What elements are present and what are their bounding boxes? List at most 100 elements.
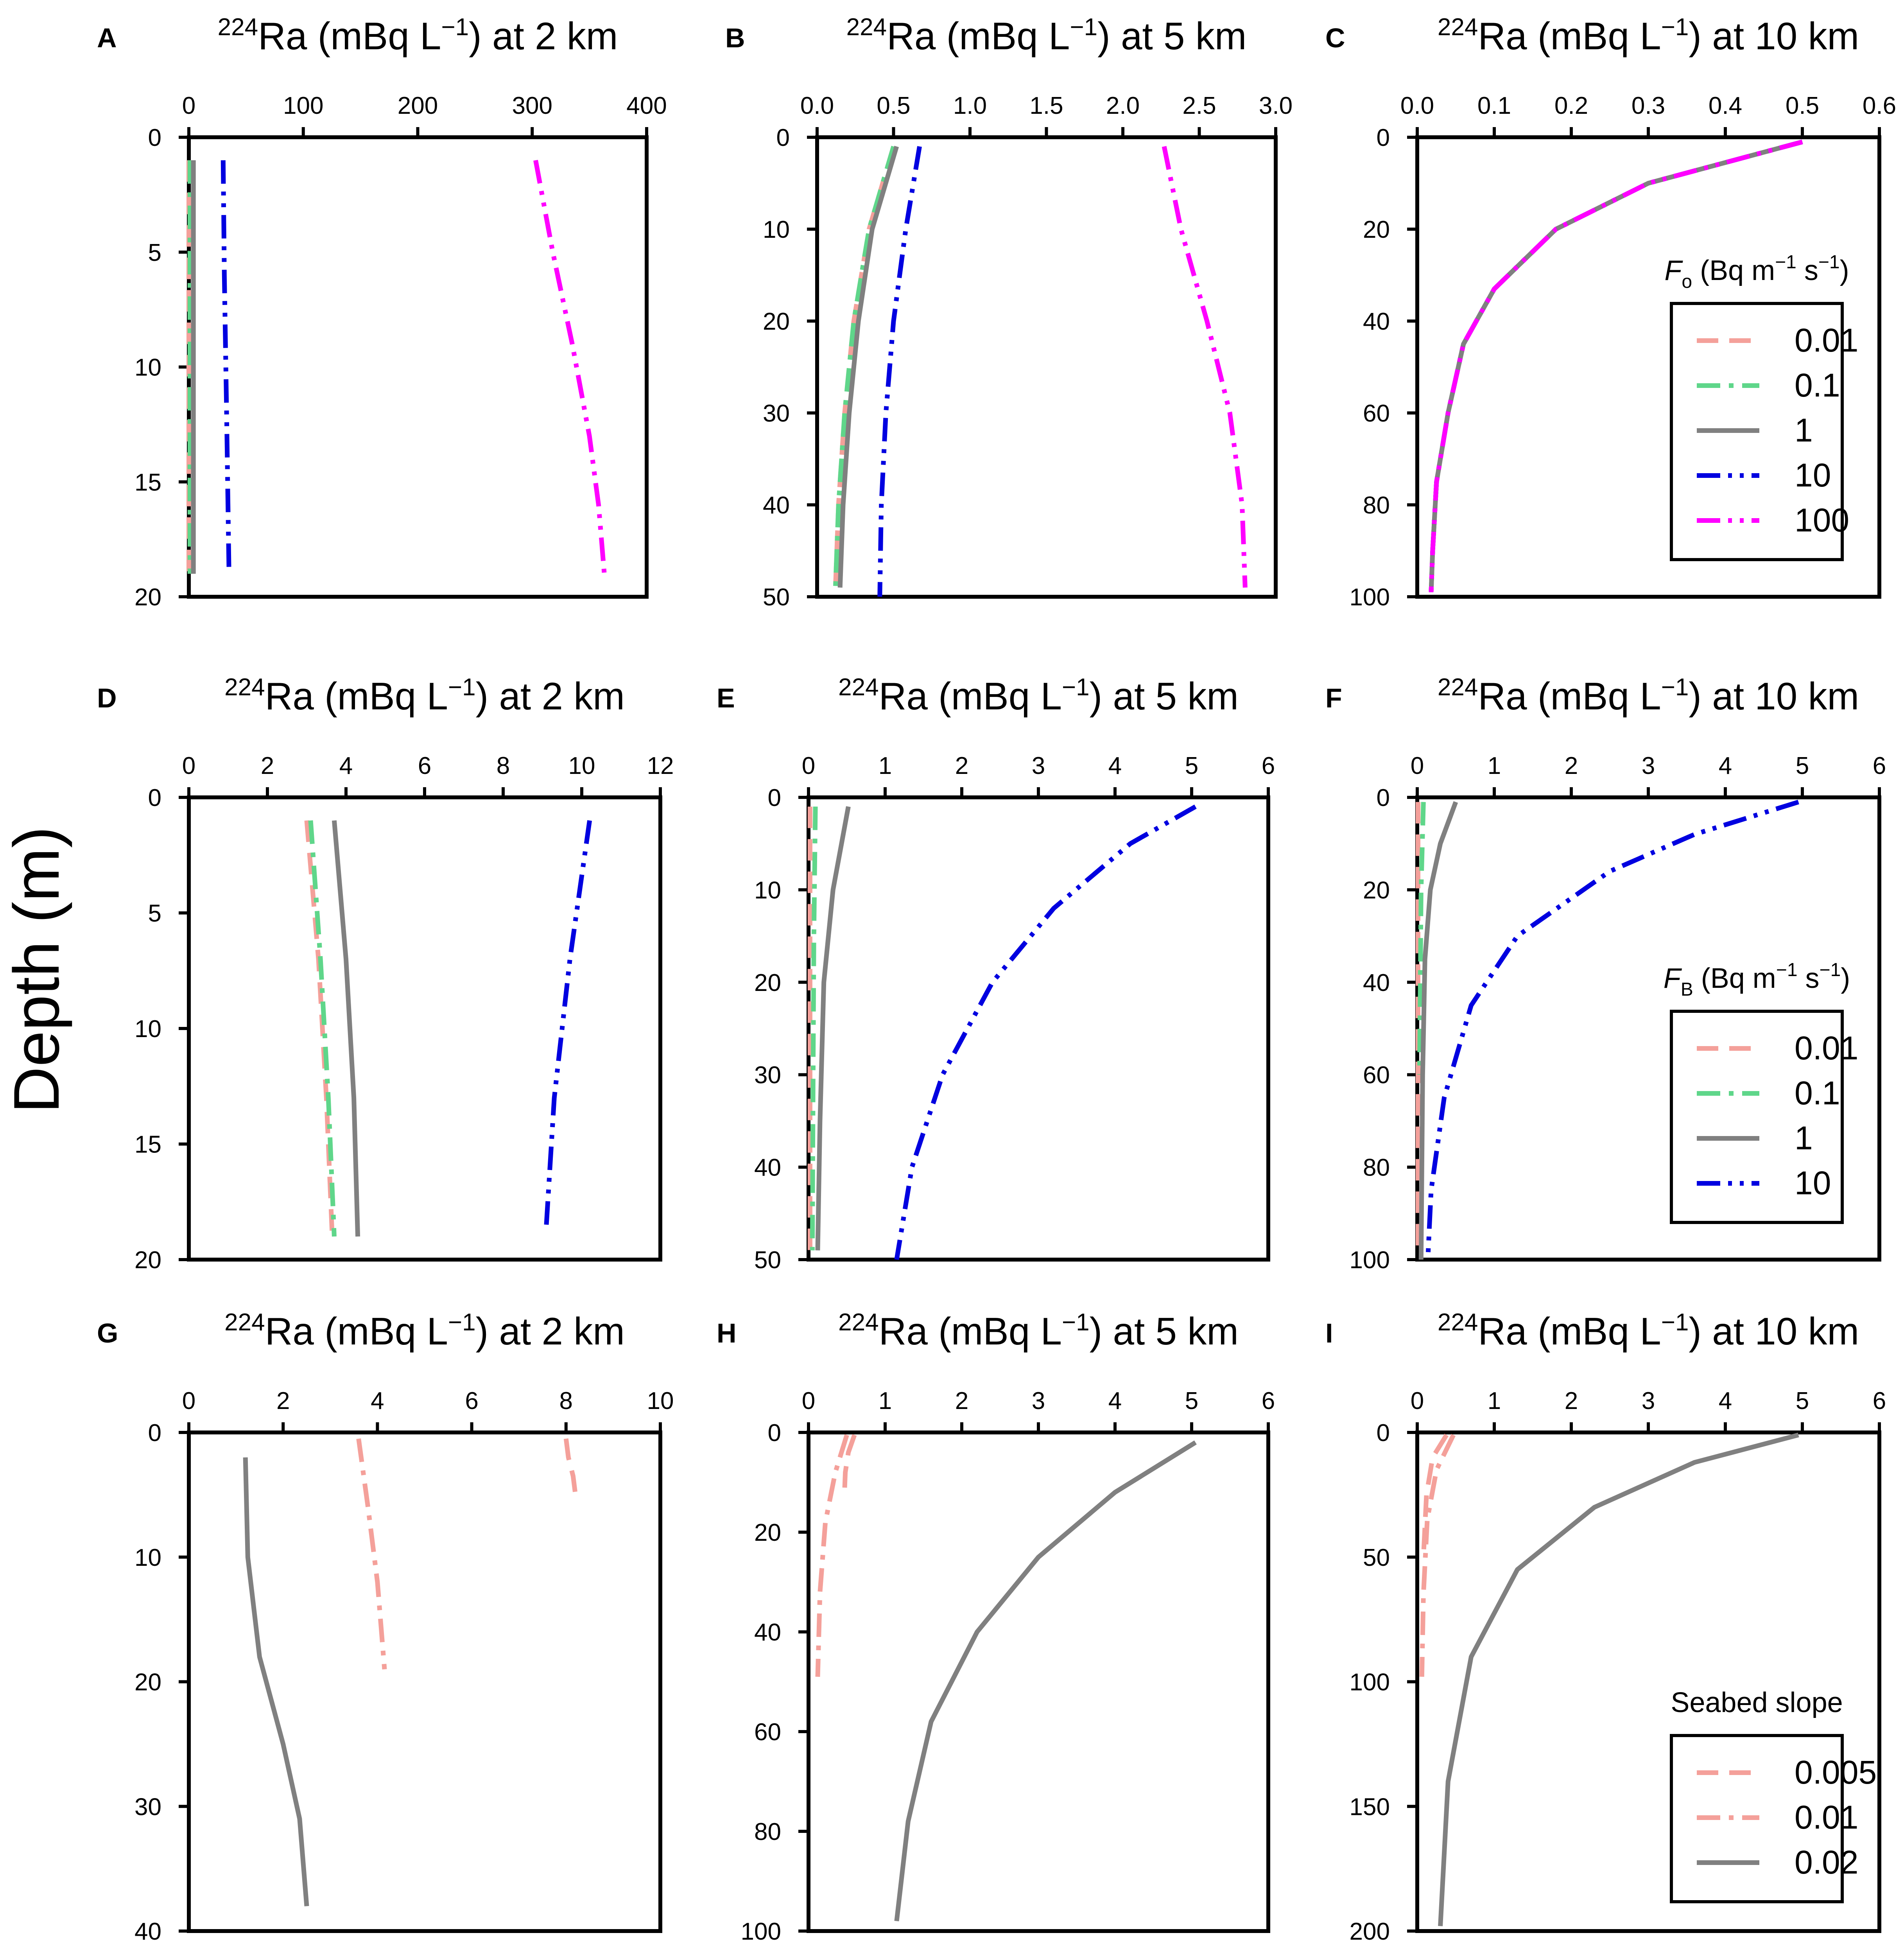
y-tick-label: 15 xyxy=(134,1131,161,1158)
x-tick-label: 0 xyxy=(182,752,195,779)
series-line-0_02 xyxy=(894,1440,1197,1922)
y-tick-label: 10 xyxy=(763,216,790,243)
panel-f: F 224Ra (mBq L−1) at 10 km0 1 2 3 4 5 602040608… xyxy=(1325,674,1886,1274)
panel-title: 224Ra (mBq L−1) at 10 km xyxy=(1438,1309,1859,1353)
legend-label: 0.005 xyxy=(1795,1754,1877,1791)
y-tick-label: 0 xyxy=(148,784,161,811)
x-tick-label: 2.5 xyxy=(1182,92,1216,119)
x-tick-label: 0.4 xyxy=(1709,92,1742,119)
x-tick-label: 0 xyxy=(182,92,195,119)
series-line-0_005 xyxy=(842,1434,857,1493)
x-tick-label: 0.3 xyxy=(1631,92,1665,119)
y-tick-label: 0 xyxy=(1377,1420,1390,1447)
x-tick-label: 100 xyxy=(283,92,323,119)
x-tick-label: 0 xyxy=(1411,752,1424,779)
legend: Seabed slope 0.005 0.01 0.02 xyxy=(1670,1687,1877,1903)
y-tick-label: 100 xyxy=(1350,584,1390,611)
x-tick-label: 1 xyxy=(1488,1387,1501,1414)
x-tick-label: 2 xyxy=(955,1387,968,1414)
legend-title: Seabed slope xyxy=(1671,1687,1843,1718)
x-tick-label: 6 xyxy=(1262,752,1275,779)
x-tick-label: 0 xyxy=(802,1387,815,1414)
x-tick-label: 8 xyxy=(497,752,510,779)
y-tick-label: 20 xyxy=(134,584,161,611)
legend-label: 0.01 xyxy=(1795,1799,1859,1836)
series-line-100 xyxy=(1162,146,1248,588)
y-tick-label: 10 xyxy=(754,877,781,904)
x-tick-label: 4 xyxy=(1719,1387,1732,1414)
y-tick-label: 30 xyxy=(754,1062,781,1089)
legend-title: FB (Bq m−1 s−1) xyxy=(1664,960,1850,1000)
y-tick-label: 40 xyxy=(1363,308,1390,335)
panel-g: G 224Ra (mBq L−1) at 2 km 0 2 4 6 8 10 0 10 20 30 40 xyxy=(97,1309,674,1942)
x-tick-label: 0.6 xyxy=(1863,92,1896,119)
y-tick-label: 80 xyxy=(1363,492,1390,519)
y-tick-label: 20 xyxy=(134,1669,161,1696)
x-tick-label: 400 xyxy=(626,92,667,119)
x-tick-label: 4 xyxy=(1719,752,1732,779)
series-line-10 xyxy=(221,160,231,567)
y-tick-label: 40 xyxy=(1363,969,1390,996)
x-tick-label: 3.0 xyxy=(1259,92,1293,119)
y-tick-label: 50 xyxy=(763,584,790,611)
series-line-0_005 xyxy=(1421,1434,1449,1558)
x-tick-label: 5 xyxy=(1185,752,1198,779)
plot-frame xyxy=(187,1430,662,1933)
y-tick-label: 0 xyxy=(148,124,161,151)
x-tick-label: 1 xyxy=(1488,752,1501,779)
x-tick-label: 2 xyxy=(1565,752,1578,779)
x-tick-label: 3 xyxy=(1642,1387,1655,1414)
x-tick-label: 0 xyxy=(182,1387,195,1414)
x-tick-label: 6 xyxy=(418,752,431,779)
y-tick-label: 20 xyxy=(1363,216,1390,243)
y-tick-label: 100 xyxy=(741,1918,781,1942)
y-tick-label: 30 xyxy=(763,400,790,427)
legend-label: 100 xyxy=(1795,502,1849,538)
panel-title: 224Ra (mBq L−1) at 5 km xyxy=(838,1309,1239,1353)
x-tick-label: 3 xyxy=(1032,752,1045,779)
y-tick-label: 10 xyxy=(134,354,161,381)
legend-label: 1 xyxy=(1795,1120,1813,1156)
y-axis-label: Depth (m) xyxy=(0,826,72,1113)
y-tick-label: 20 xyxy=(754,1519,781,1546)
x-tick-label: 0 xyxy=(1411,1387,1424,1414)
panel-title: 224Ra (mBq L−1) at 10 km xyxy=(1438,14,1859,57)
panel-label: F xyxy=(1325,683,1342,713)
x-tick-label: 1.5 xyxy=(1029,92,1063,119)
x-tick-label: 4 xyxy=(1108,752,1122,779)
y-tick-label: 80 xyxy=(754,1818,781,1845)
y-tick-label: 200 xyxy=(1350,1918,1390,1942)
series-line-10 xyxy=(1425,800,1799,1255)
panel-label: D xyxy=(97,683,117,713)
y-tick-label: 15 xyxy=(134,469,161,496)
legend-label: 0.01 xyxy=(1795,1030,1859,1066)
series-line-100 xyxy=(533,160,607,574)
x-tick-label: 2 xyxy=(955,752,968,779)
x-tick-label: 6 xyxy=(1873,752,1886,779)
x-tick-label: 0 xyxy=(802,752,815,779)
y-tick-label: 0 xyxy=(1377,124,1390,151)
panel-title: 224Ra (mBq L−1) at 2 km xyxy=(218,14,618,57)
panel-title: 224Ra (mBq L−1) at 2 km xyxy=(224,1309,625,1353)
y-tick-label: 10 xyxy=(134,1016,161,1043)
plot-frame xyxy=(187,795,662,1262)
y-tick-label: 0 xyxy=(768,784,781,811)
y-tick-label: 20 xyxy=(763,308,790,335)
panel-title: 224Ra (mBq L−1) at 10 km xyxy=(1438,674,1859,718)
panel-i: I 224Ra (mBq L−1) at 10 km 0 1 2 3 4 5 6 0 50 100 15… xyxy=(1325,1309,1886,1942)
x-tick-label: 2 xyxy=(1565,1387,1578,1414)
x-tick-label: 0.5 xyxy=(877,92,910,119)
y-tick-label: 40 xyxy=(763,492,790,519)
y-tick-label: 20 xyxy=(1363,877,1390,904)
x-tick-label: 2.0 xyxy=(1106,92,1140,119)
panel-a: A 224Ra (mBq L−1) at 2 km 0 100 200 300 400 0 5 1… xyxy=(97,14,667,611)
panel-title: 224Ra (mBq L−1) at 2 km xyxy=(224,674,625,718)
panel-h: H 224Ra (mBq L−1) at 5 km0 1 2 3 4 5 6020406080… xyxy=(717,1309,1275,1942)
x-tick-label: 12 xyxy=(647,752,674,779)
y-tick-label: 100 xyxy=(1350,1247,1390,1274)
x-tick-label: 3 xyxy=(1642,752,1655,779)
x-tick-label: 4 xyxy=(1108,1387,1122,1414)
x-tick-label: 2 xyxy=(276,1387,290,1414)
plot-frame xyxy=(815,135,1278,599)
